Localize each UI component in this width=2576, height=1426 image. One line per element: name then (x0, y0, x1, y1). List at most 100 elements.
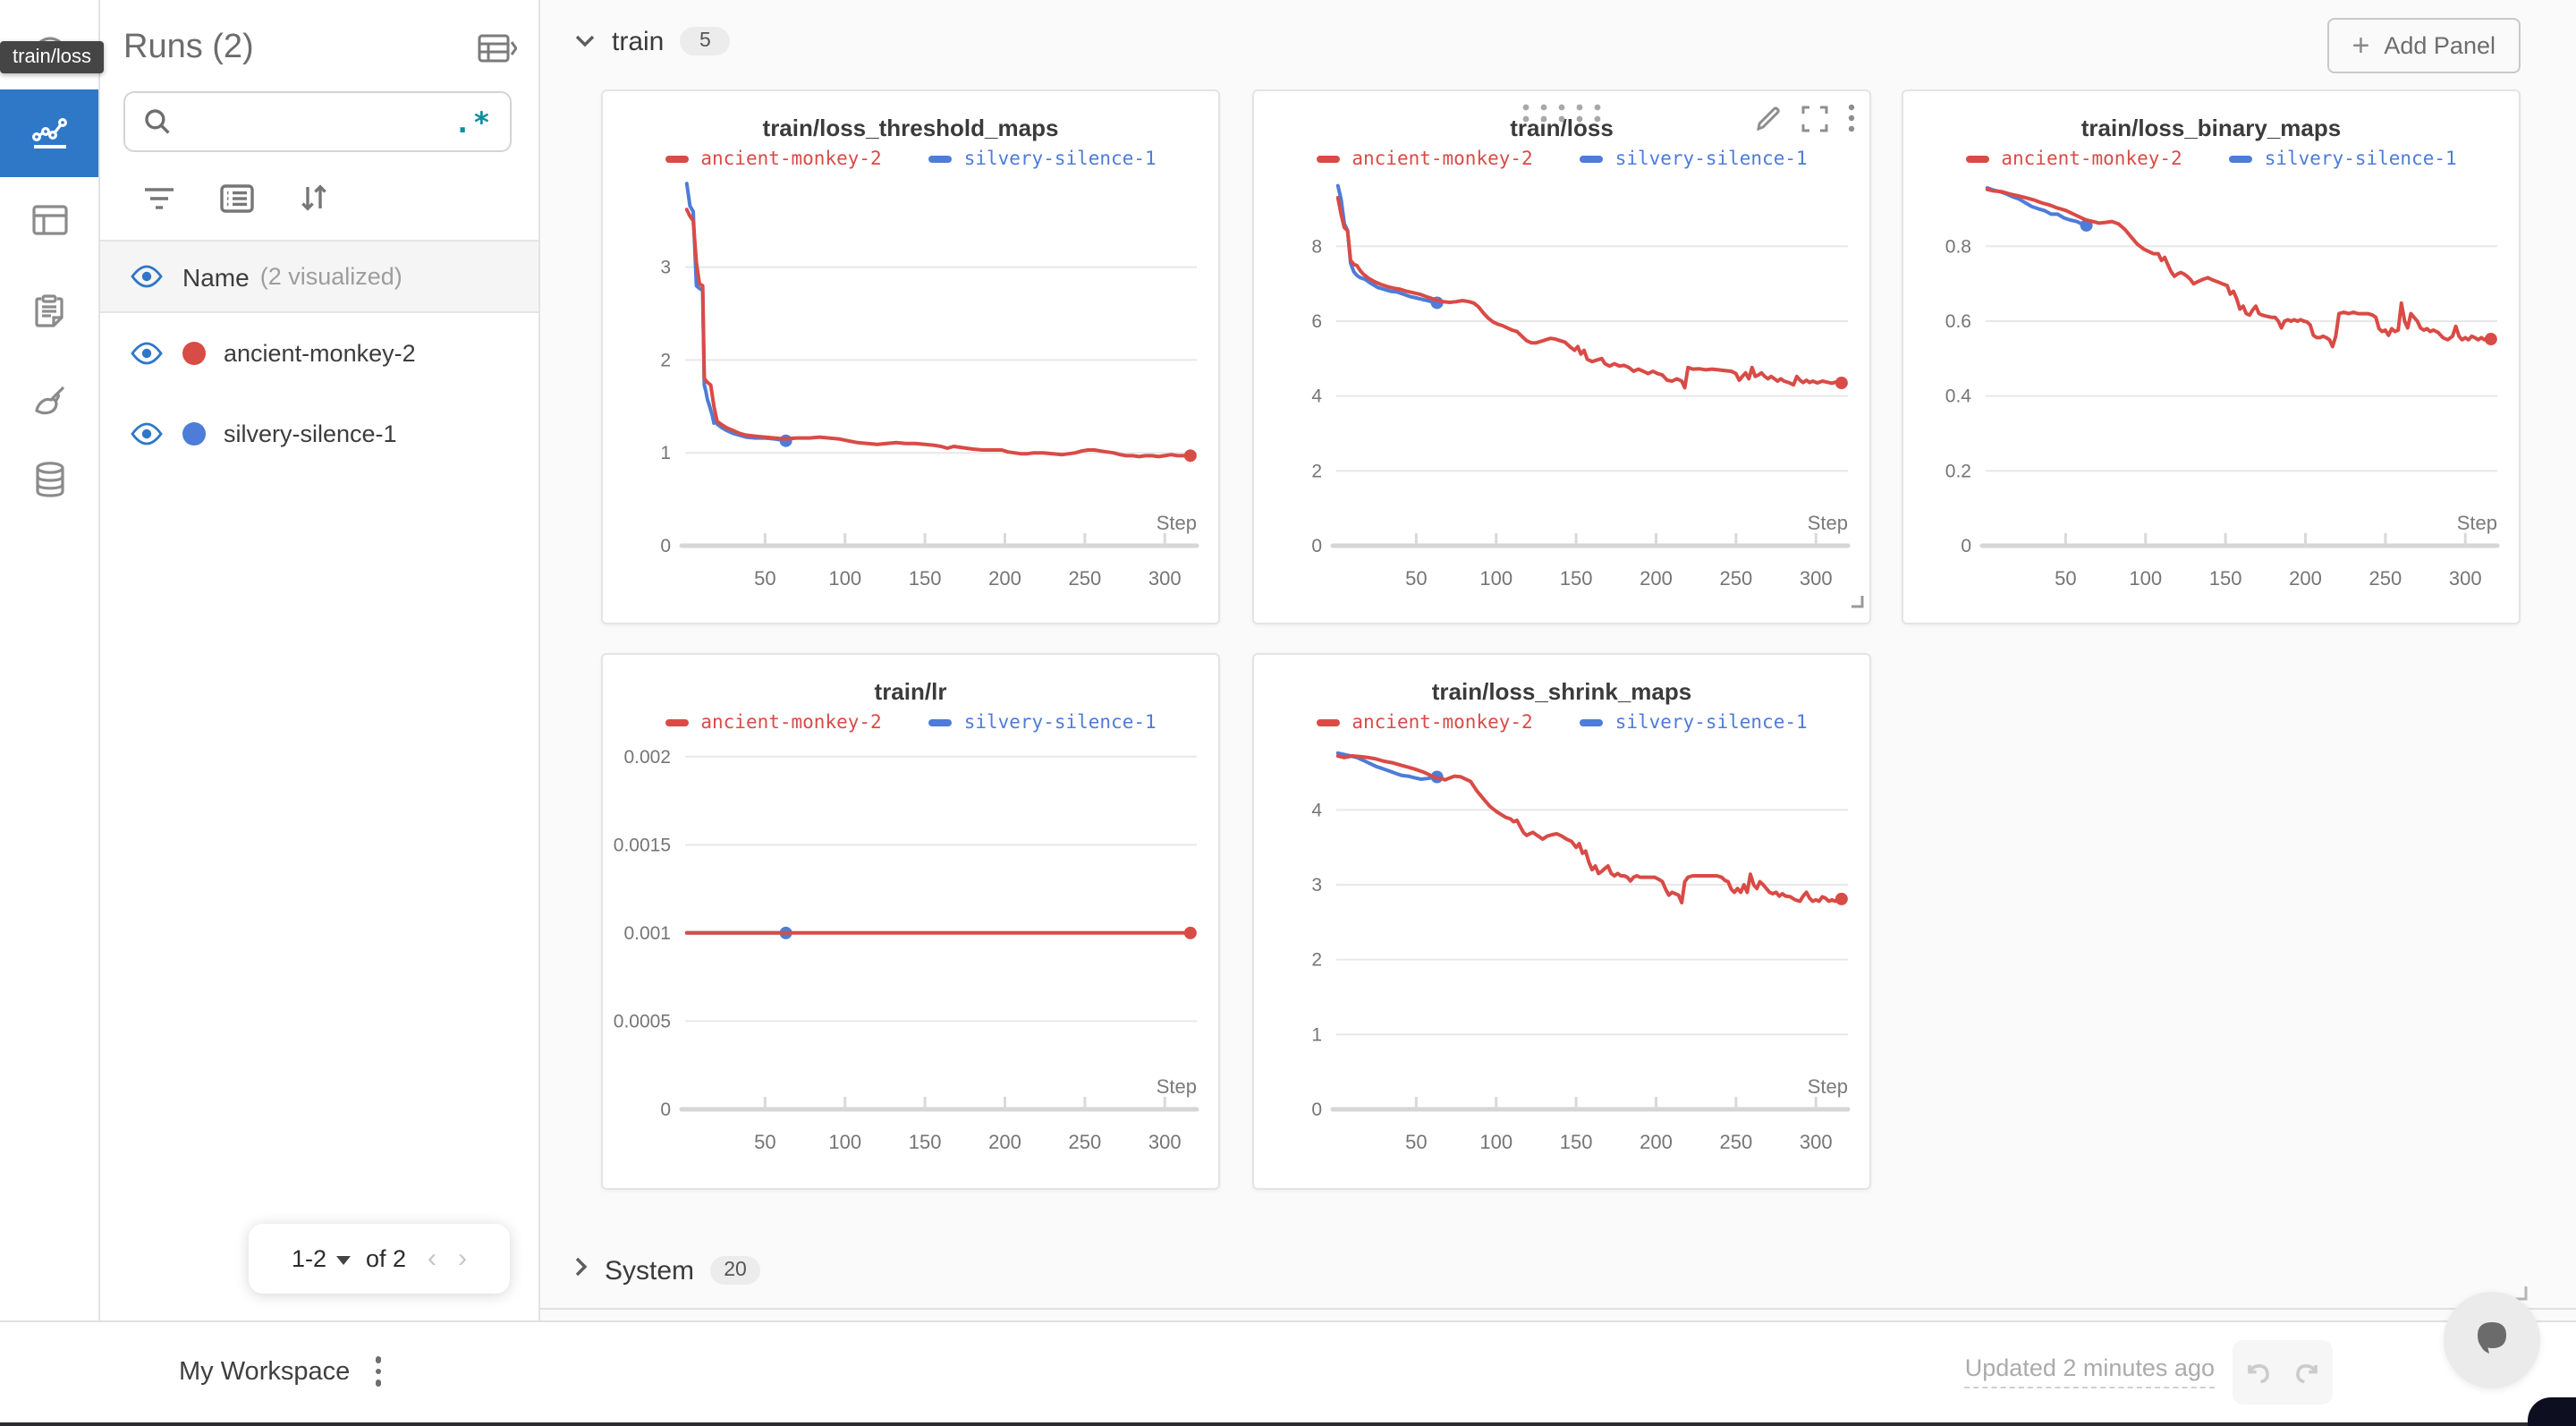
regex-toggle-icon[interactable]: .* (453, 106, 492, 140)
svg-text:0.002: 0.002 (623, 747, 671, 768)
line-chart-icon (30, 116, 66, 148)
undo-icon (2248, 1362, 2269, 1383)
chart-plot[interactable]: 0 0.2 0.4 0.6 0.8 50 100 150 200 250 300 Step (1903, 172, 2519, 614)
svg-text:2: 2 (1311, 950, 1322, 971)
pagination-next-icon[interactable]: › (458, 1244, 468, 1274)
pagination-prev-icon[interactable]: ‹ (428, 1244, 437, 1274)
svg-text:300: 300 (1148, 567, 1182, 590)
section-system-label: System (605, 1255, 695, 1286)
sidebar-item-logs[interactable] (0, 272, 98, 351)
fullscreen-icon[interactable] (1801, 105, 1828, 132)
chart-legend: ancient-monkey-2 silvery-silence-1 (1254, 712, 1869, 734)
sort-icon[interactable] (299, 182, 329, 213)
updated-timestamp: Updated 2 minutes ago (1964, 1354, 2215, 1388)
panel-menu-icon[interactable] (1848, 104, 1855, 132)
list-settings-icon[interactable] (220, 183, 254, 212)
svg-text:0.6: 0.6 (1945, 311, 1971, 332)
svg-text:0.0015: 0.0015 (614, 835, 671, 855)
legend-dash-icon (928, 156, 952, 163)
table-icon (31, 205, 67, 235)
svg-text:0: 0 (1311, 536, 1322, 556)
legend-dash-icon (1316, 156, 1340, 163)
legend-run-name: ancient-monkey-2 (1352, 712, 1533, 734)
visibility-eye-icon[interactable] (131, 422, 163, 446)
section-divider (538, 1308, 2576, 1310)
section-system-header[interactable]: System 20 (574, 1254, 761, 1286)
svg-text:2: 2 (1311, 461, 1322, 481)
svg-text:1: 1 (660, 443, 671, 463)
svg-text:250: 250 (1720, 1131, 1753, 1153)
legend-run-name: ancient-monkey-2 (1352, 149, 1533, 170)
chart-plot[interactable]: 0 0.0005 0.001 0.0015 0.002 50 100 150 200 250 300… (603, 735, 1218, 1177)
undo-button[interactable] (2233, 1359, 2283, 1386)
visibility-eye-icon[interactable] (131, 342, 163, 365)
sidebar-item-sweeps[interactable] (0, 361, 98, 440)
chart-legend: ancient-monkey-2 silvery-silence-1 (1903, 149, 2519, 170)
visibility-eye-icon[interactable] (131, 265, 163, 288)
svg-text:4: 4 (1311, 800, 1322, 820)
svg-text:200: 200 (1640, 567, 1673, 590)
pagination-range[interactable]: 1-2 (291, 1245, 326, 1272)
chart-title: train/lr (874, 678, 947, 705)
chart-plot[interactable]: 0 1 2 3 50 100 150 200 250 300 Step (603, 172, 1218, 614)
panels-area: train 5 + Add Panel train/loss_threshold… (538, 0, 2576, 1322)
runs-pagination: 1-2 of 2 ‹ › (249, 1224, 510, 1294)
legend-run-name: silvery-silence-1 (963, 712, 1157, 734)
panel-resize-handle-icon[interactable] (1848, 585, 1864, 617)
edit-panel-icon[interactable] (1755, 105, 1782, 132)
svg-text:Step: Step (1808, 1075, 1848, 1098)
svg-text:100: 100 (1479, 567, 1513, 590)
legend-entry: ancient-monkey-2 (665, 149, 882, 170)
svg-text:0: 0 (660, 536, 671, 556)
pagination-caret-icon[interactable] (336, 1256, 352, 1265)
chat-button[interactable] (2444, 1292, 2540, 1388)
workspace-menu-icon[interactable] (375, 1356, 382, 1387)
svg-text:2: 2 (660, 350, 671, 370)
legend-run-name: silvery-silence-1 (1614, 712, 1808, 734)
panel-hover-actions (1755, 104, 1855, 132)
svg-text:50: 50 (754, 1131, 775, 1153)
svg-text:50: 50 (2055, 567, 2076, 590)
run-color-dot (182, 342, 206, 365)
sidebar-item-table[interactable] (0, 181, 98, 259)
pagination-of-label: of 2 (365, 1245, 407, 1272)
legend-dash-icon (1579, 156, 1603, 163)
panel-drag-handle-icon[interactable] (1517, 100, 1606, 125)
svg-text:300: 300 (1800, 1131, 1833, 1153)
svg-text:100: 100 (828, 1131, 861, 1153)
database-icon (35, 462, 64, 497)
runs-column-header[interactable]: Name (2 visualized) (98, 240, 538, 313)
expand-runs-table-button[interactable] (478, 33, 517, 64)
svg-text:3: 3 (660, 258, 671, 278)
add-panel-button[interactable]: + Add Panel (2326, 18, 2521, 73)
workspace-title[interactable]: My Workspace (179, 1357, 351, 1386)
add-panel-label: Add Panel (2384, 32, 2496, 59)
svg-text:0: 0 (660, 1099, 671, 1120)
svg-text:100: 100 (828, 567, 861, 590)
svg-text:250: 250 (1069, 1131, 1102, 1153)
plus-icon: + (2351, 29, 2370, 63)
run-row[interactable]: silvery-silence-1 (98, 394, 538, 474)
legend-entry: silvery-silence-1 (1579, 149, 1808, 170)
run-search-input[interactable] (186, 106, 454, 137)
run-row[interactable]: ancient-monkey-2 (98, 313, 538, 394)
sidebar-item-charts[interactable] (0, 89, 98, 177)
chart-plot[interactable]: 0 2 4 6 8 50 100 150 200 250 300 Step (1254, 172, 1869, 614)
sidebar-item-artifacts[interactable] (0, 440, 98, 519)
section-train-header[interactable]: train 5 (574, 25, 731, 57)
redo-button[interactable] (2283, 1359, 2333, 1386)
filter-icon[interactable] (143, 183, 175, 212)
svg-text:150: 150 (909, 1131, 942, 1153)
chart-title: train/loss_threshold_maps (762, 115, 1059, 141)
svg-text:150: 150 (1560, 1131, 1593, 1153)
legend-entry: ancient-monkey-2 (1316, 712, 1533, 734)
bottom-bar: My Workspace Updated 2 minutes ago (0, 1292, 2576, 1426)
chart-plot[interactable]: 0 1 2 3 4 50 100 150 200 250 300 Step (1254, 735, 1869, 1177)
section-train-label: train (612, 26, 665, 56)
legend-run-name: silvery-silence-1 (1614, 149, 1808, 170)
run-name: ancient-monkey-2 (224, 340, 416, 367)
svg-text:6: 6 (1311, 311, 1322, 332)
svg-text:150: 150 (1560, 567, 1593, 590)
legend-run-name: ancient-monkey-2 (2001, 149, 2182, 170)
chart-panel: train/loss ancient-monkey-2 silvery-silen… (1252, 89, 1871, 624)
